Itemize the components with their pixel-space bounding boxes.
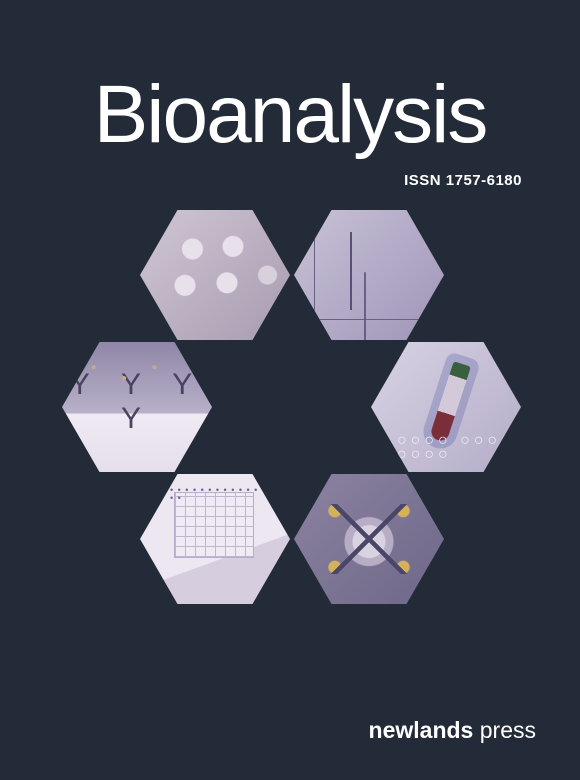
hex-antibodies — [62, 342, 212, 472]
chromatogram-image — [294, 210, 444, 340]
publisher-name-bold: newlands — [369, 717, 474, 743]
hex-mass-spec — [294, 474, 444, 604]
hex-microfluidic-chip — [140, 474, 290, 604]
publisher-name-light: press — [473, 717, 536, 743]
publisher-label: newlands press — [369, 717, 536, 744]
mass-spec-image — [294, 474, 444, 604]
hex-microplate-wells — [140, 210, 290, 340]
microfluidic-chip-image — [140, 474, 290, 604]
hex-chromatogram — [294, 210, 444, 340]
journal-title: Bioanalysis — [94, 68, 487, 162]
blood-vial-image — [371, 342, 521, 472]
issn-label: ISSN 1757-6180 — [404, 172, 522, 189]
hex-blood-vial — [371, 342, 521, 472]
hexagon-ring — [60, 210, 520, 640]
antibodies-image — [62, 342, 212, 472]
microplate-image — [140, 210, 290, 340]
